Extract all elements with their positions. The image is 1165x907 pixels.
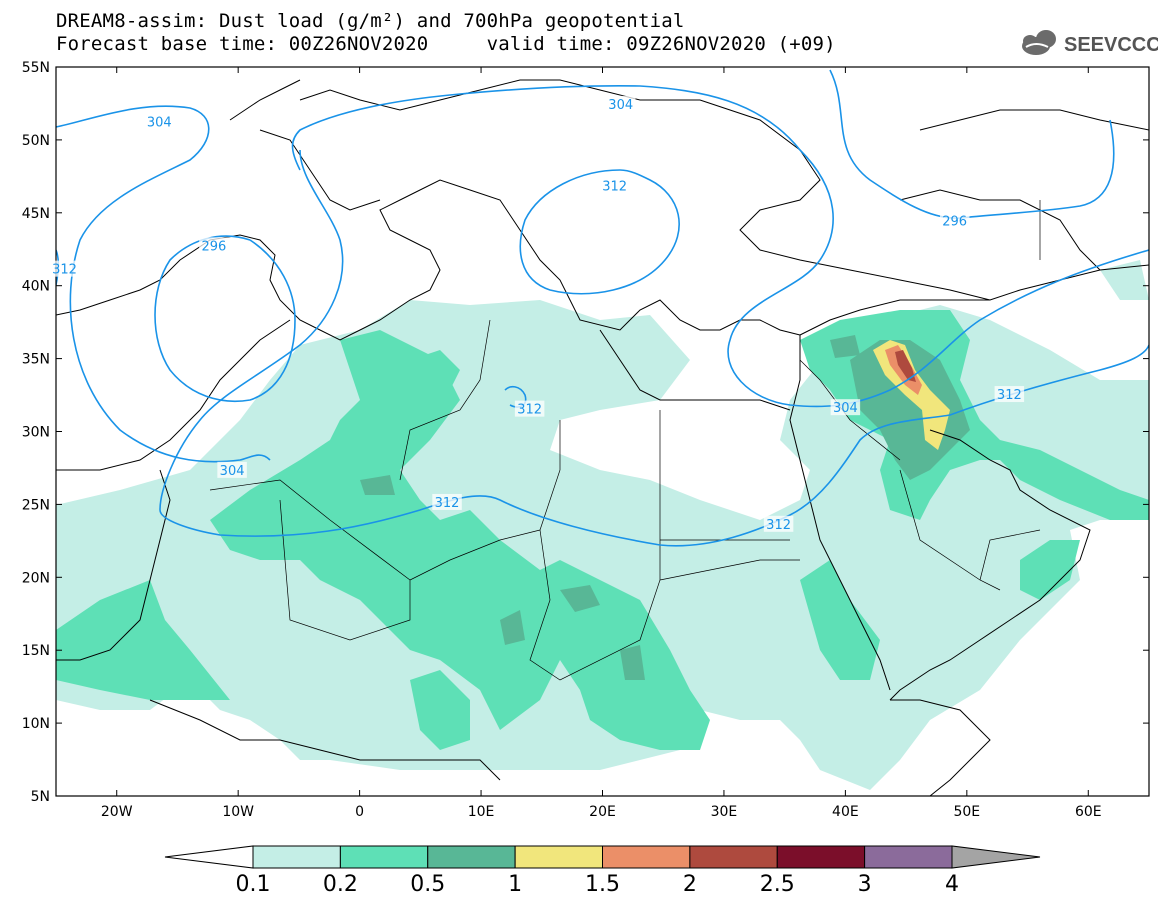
lon-tick-label: 10W — [222, 804, 254, 820]
lat-tick-label: 25N — [22, 497, 50, 513]
colorbar-level-label: 0.1 — [236, 872, 271, 897]
map-title: DREAM8-assim: Dust load (g/m²) and 700hP… — [56, 10, 685, 32]
contour-label-bg — [144, 113, 174, 130]
contour-label: 304 — [147, 115, 172, 130]
contour-label: 312 — [997, 388, 1022, 403]
contour-label: 296 — [201, 239, 226, 254]
seevccc-logo: SEEVCCC — [1022, 30, 1158, 56]
colorbar-segment — [427, 845, 516, 869]
contour-label-bg — [514, 400, 545, 417]
colorbar-segment — [252, 845, 341, 869]
contour-label: 312 — [52, 263, 77, 278]
lat-tick-label: 15N — [22, 643, 50, 659]
contour-label-bg — [49, 260, 80, 277]
contour-label-bg — [599, 177, 630, 194]
contour-labels: 304 304 312 296 296 312 312 312 304 312 304 312 — [49, 95, 1025, 533]
colorbar-segment — [602, 845, 691, 869]
contour-label-bg — [939, 212, 970, 229]
lat-tick-label: 45N — [22, 206, 50, 222]
colorbar-segment — [339, 845, 429, 869]
contour-296-iberia — [154, 235, 296, 402]
lon-tick-label: 60E — [1075, 804, 1102, 820]
contour-296-caspian — [829, 69, 1115, 219]
lon-tick-label: 10E — [468, 804, 495, 820]
forecast-time-subtitle: Forecast base time: 00Z26NOV2020 valid t… — [56, 33, 836, 55]
country-borders — [209, 200, 1041, 681]
lat-tick-label: 5N — [31, 789, 50, 805]
contour-312-balkans — [519, 169, 680, 295]
contour-label-bg — [432, 493, 462, 510]
lon-tick-label: 30E — [711, 804, 738, 820]
lat-tick-label: 30N — [22, 425, 50, 441]
coastlines — [56, 79, 1149, 796]
lon-tick-label: 50E — [953, 804, 980, 820]
contour-304-north — [56, 105, 271, 463]
contour-label: 312 — [435, 496, 460, 511]
colorbar-level-label: 3 — [858, 872, 872, 897]
contour-label-bg — [199, 237, 229, 254]
contour-label-bg — [763, 515, 794, 532]
lon-tick-label: 20W — [101, 804, 133, 820]
contour-label-bg — [605, 95, 636, 112]
colorbar-level-label: 2 — [683, 872, 697, 897]
dust-region-brown — [895, 350, 916, 382]
lat-tick-label: 50N — [22, 133, 50, 149]
colorbar-segment — [689, 845, 778, 869]
contour-label-bg — [217, 461, 247, 478]
colorbar-level-label: 0.5 — [410, 872, 445, 897]
colorbar-segment — [776, 845, 866, 869]
colorbar-level-label: 4 — [945, 872, 959, 897]
colorbar-level-label: 2.5 — [760, 872, 795, 897]
contour-label: 312 — [602, 180, 627, 195]
logo-text: SEEVCCC — [1064, 34, 1158, 56]
lon-tick-label: 20E — [589, 804, 616, 820]
lon-tick-label: 0 — [355, 804, 364, 820]
colorbar-segment — [864, 845, 953, 869]
colorbar-level-label: 1 — [508, 872, 522, 897]
colorbar: 0.1 0.2 0.5 1 1.5 2 2.5 3 4 — [164, 845, 1041, 897]
contour-label: 304 — [833, 401, 858, 416]
colorbar-level-label: 1.5 — [585, 872, 620, 897]
colorbar-over-arrow — [951, 845, 1041, 869]
lon-tick-label: 40E — [832, 804, 859, 820]
colorbar-level-label: 0.2 — [323, 872, 358, 897]
contour-label: 304 — [608, 98, 633, 113]
cloud-icon — [1022, 30, 1056, 55]
lat-tick-label: 20N — [22, 570, 50, 586]
lat-tick-label: 55N — [22, 60, 50, 76]
contour-label-bg — [830, 399, 861, 416]
lat-tick-label: 35N — [22, 352, 50, 368]
contour-label: 312 — [766, 518, 791, 533]
lat-tick-label: 10N — [22, 716, 50, 732]
contour-label-bg — [994, 386, 1025, 403]
lat-tick-label: 40N — [22, 279, 50, 295]
contour-label: 304 — [220, 464, 245, 479]
map-axes: 55N 50N 45N 40N 35N 30N 25N 20N 15N 10N 5N 20W 10W 0 1… — [22, 60, 1149, 820]
contour-label: 296 — [942, 215, 967, 230]
contour-label: 312 — [517, 403, 542, 418]
colorbar-under-arrow — [164, 845, 254, 869]
dust-load-shading — [56, 260, 1149, 790]
contour-304-europe — [291, 85, 1149, 408]
colorbar-segment — [514, 845, 603, 869]
